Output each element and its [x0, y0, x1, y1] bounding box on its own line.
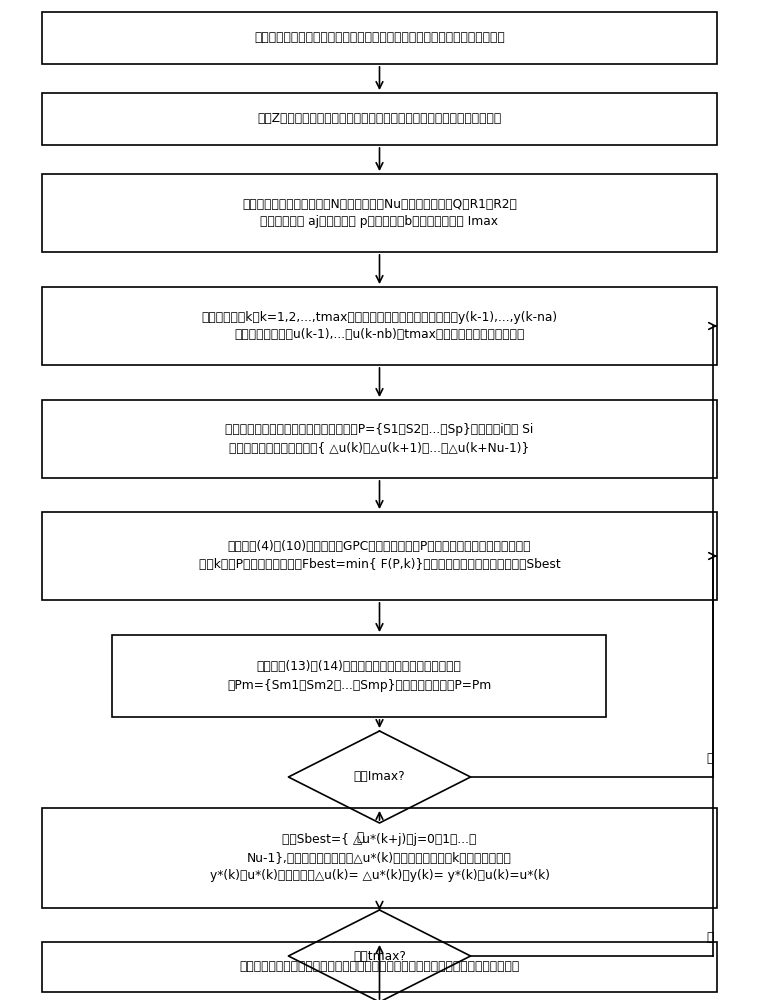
Text: 满足tmax?: 满足tmax? — [353, 950, 406, 962]
Bar — [42, 12, 717, 64]
Text: 读取当前时刻k（k=1,2,...,tmax）的历史信息，包括系统输出信号y(k-1),...,y(k-na)
和控制器输出信号u(k-1),...，u(k-n: 读取当前时刻k（k=1,2,...,tmax）的历史信息，包括系统输出信号y(k… — [201, 310, 558, 342]
Text: 按照公式(4)～(10)所示的约束GPC优化目标对种群P进行适应度函数评价，获得当前
时刻k种群P的最好适应度函数Fbest=min{ F(P,k)}，将对应的: 按照公式(4)～(10)所示的约束GPC优化目标对种群P进行适应度函数评价，获得… — [199, 540, 560, 572]
Text: 保存Sbest={ △u*(k+j)，j=0，1，...，
Nu-1},计算在最优控制增量△u*(k)作用下的当前时刻k对应的系统输出
y*(k)和u*(k)，: 保存Sbest={ △u*(k+j)，j=0，1，...， Nu-1},计算在最… — [209, 833, 550, 882]
Text: 通过Z变换建立多区互联电力系统负荷频率的受控自回归积分滑动平均模型: 通过Z变换建立多区互联电力系统负荷频率的受控自回归积分滑动平均模型 — [257, 112, 502, 125]
Bar — [42, 174, 717, 252]
Bar — [42, 942, 717, 992]
Bar — [42, 400, 717, 478]
Text: 输出多区互联电力系统最优系统输出曲线、最优控制增量信号曲线和最优控制信号曲线: 输出多区互联电力系统最优系统输出曲线、最优控制增量信号曲线和最优控制信号曲线 — [239, 960, 520, 974]
Bar — [42, 287, 717, 365]
Text: 随机产生满足约束条件的实数编码的种群P={S1，S2，...，Sp}，其中第i个体 Si
表示待优化的控制增量序列{ △u(k)，△u(k+1)，...，△u(: 随机产生满足约束条件的实数编码的种群P={S1，S2，...，Sp}，其中第i个… — [225, 424, 534, 454]
Bar — [112, 635, 606, 717]
Text: 否: 否 — [706, 931, 713, 944]
Text: 是: 是 — [357, 831, 364, 844]
Text: 按照公式(13)～(14)所示的实数变异操作因子产生新的种
群Pm={Sm1，Sm2，...，Smp}，并无条件地接受P=Pm: 按照公式(13)～(14)所示的实数变异操作因子产生新的种 群Pm={Sm1，S… — [227, 661, 491, 692]
Text: 满足Imax?: 满足Imax? — [354, 770, 405, 784]
Bar — [42, 808, 717, 908]
Text: 通过小信号机理分析建模方法建立多区互联电力系统负荷频率的状态空间模型: 通过小信号机理分析建模方法建立多区互联电力系统负荷频率的状态空间模型 — [254, 31, 505, 44]
Bar — [42, 512, 717, 600]
Bar — [42, 93, 717, 145]
Text: 设置参数值：预测时域长度N，控制域长度Nu，权重系数矩阵Q、R1和R2，
柔化系数矩阵 aj，种群规模 p，变异系数b，最大迭代次数 Imax: 设置参数值：预测时域长度N，控制域长度Nu，权重系数矩阵Q、R1和R2， 柔化系… — [242, 198, 517, 229]
Text: 否: 否 — [706, 752, 713, 765]
